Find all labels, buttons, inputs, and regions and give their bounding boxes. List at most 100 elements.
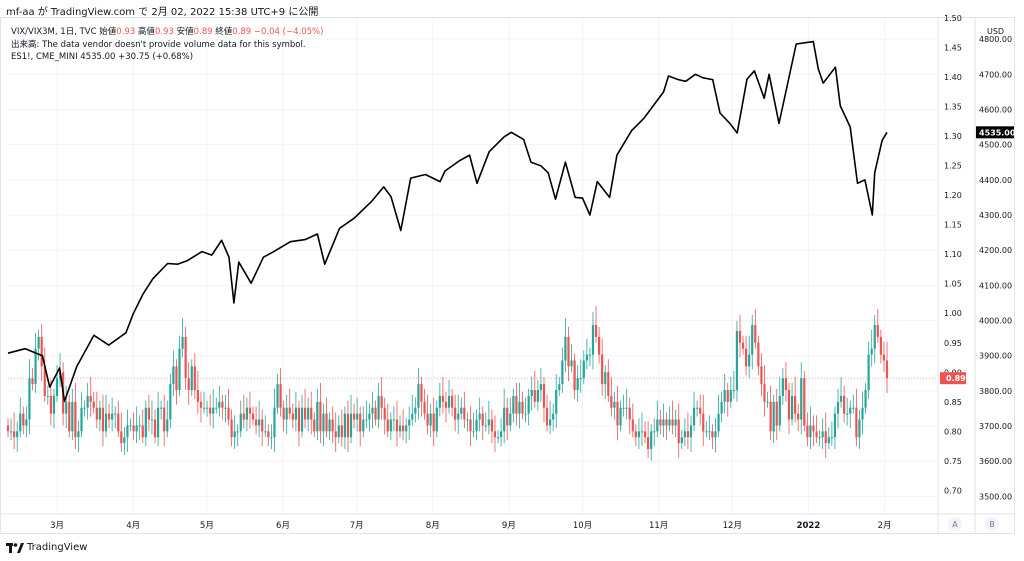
es-last-value-bg — [976, 126, 1014, 139]
candle — [738, 315, 742, 358]
candle — [215, 397, 218, 414]
candle-body — [549, 419, 552, 426]
legend-es-symbol[interactable]: ES1!, CME_MINI — [11, 52, 78, 63]
candle-body — [270, 437, 273, 439]
candle — [493, 415, 497, 452]
candle — [879, 329, 882, 364]
candle-body — [365, 419, 368, 421]
candle-body — [43, 366, 46, 396]
candle — [141, 409, 144, 444]
candle-body — [181, 336, 184, 349]
candle — [665, 412, 668, 441]
candle — [432, 397, 435, 447]
candle-body — [46, 395, 49, 397]
currency-label: USD — [987, 27, 1004, 36]
candle — [496, 430, 500, 444]
candle-body — [870, 348, 873, 355]
candle — [849, 400, 852, 429]
candle-body — [349, 413, 353, 438]
candle-body — [855, 407, 858, 438]
candle-body — [303, 407, 307, 420]
candle — [628, 397, 631, 435]
candle-body — [74, 401, 77, 438]
candle-body — [463, 407, 466, 420]
candle — [490, 409, 494, 444]
candle — [775, 388, 778, 441]
candle — [515, 382, 518, 426]
axis-button-b[interactable]: B — [985, 517, 999, 531]
right-tick-label: 4400.00 — [979, 176, 1012, 185]
candle — [104, 394, 108, 438]
candle-body — [781, 378, 784, 396]
candle — [74, 382, 77, 450]
candle — [380, 377, 383, 420]
candle — [509, 397, 512, 432]
left-tick-label: 1.00 — [944, 309, 962, 318]
left-tick-label: 1.45 — [944, 44, 962, 53]
legend-open-value: 0.93 — [116, 27, 136, 37]
candle-body — [276, 384, 279, 408]
candle-body — [380, 395, 383, 408]
candle — [153, 409, 157, 444]
candle — [794, 377, 797, 423]
candle-body — [31, 378, 34, 385]
candle-body — [163, 407, 166, 432]
candle-body — [224, 407, 227, 409]
candle-body — [509, 413, 512, 426]
candle — [579, 359, 582, 393]
legend-low-value: 0.89 — [193, 27, 213, 37]
candle — [625, 388, 628, 420]
candle-body — [147, 407, 150, 420]
axis-button-a[interactable]: A — [948, 517, 962, 531]
candle — [49, 379, 52, 426]
candle-body — [101, 407, 105, 432]
candle — [184, 326, 187, 390]
candle-body — [625, 407, 628, 409]
right-tick-label: 3600.00 — [979, 457, 1012, 466]
candle — [469, 406, 472, 447]
candle — [613, 391, 616, 420]
candle-body — [754, 325, 757, 343]
candle — [9, 418, 13, 441]
candle — [92, 391, 95, 414]
candle — [138, 415, 141, 441]
candle-body — [653, 431, 656, 433]
left-tick-label: 1.20 — [944, 191, 962, 200]
candle-body — [787, 390, 791, 420]
candle-body — [273, 407, 276, 438]
legend-vix-symbol[interactable]: VIX/VIX3M, 1日, TVC — [11, 27, 97, 37]
candle-body — [824, 431, 827, 444]
candle — [861, 391, 864, 435]
candle-body — [196, 390, 199, 402]
candle — [524, 397, 527, 423]
candle-body — [193, 366, 196, 390]
candle-body — [536, 390, 539, 402]
candle-body — [19, 413, 22, 432]
candle — [781, 368, 784, 405]
candle-body — [291, 413, 294, 420]
candle — [858, 409, 861, 450]
candle — [273, 388, 276, 452]
candle-body — [408, 419, 411, 426]
candle — [674, 409, 677, 438]
candle — [873, 315, 876, 364]
candle-body — [377, 395, 380, 420]
candle — [270, 424, 273, 450]
candle-body — [769, 401, 772, 432]
right-tick-label: 4500.00 — [979, 141, 1012, 150]
candle-body — [806, 425, 809, 438]
candle-body — [236, 431, 239, 433]
candle-body — [264, 431, 267, 433]
candle-body — [503, 407, 506, 432]
candle — [77, 421, 80, 452]
candle — [616, 385, 619, 441]
candle-body — [411, 413, 414, 420]
tradingview-footer: TradingView — [6, 542, 87, 554]
candle — [573, 353, 576, 399]
candle — [230, 409, 233, 447]
x-tick-label: 11月 — [649, 521, 668, 531]
chart-legend: VIX/VIX3M, 1日, TVC 始値0.93 高値0.93 安値0.89 … — [11, 26, 323, 64]
candle — [227, 388, 230, 426]
candle-body — [221, 401, 224, 408]
